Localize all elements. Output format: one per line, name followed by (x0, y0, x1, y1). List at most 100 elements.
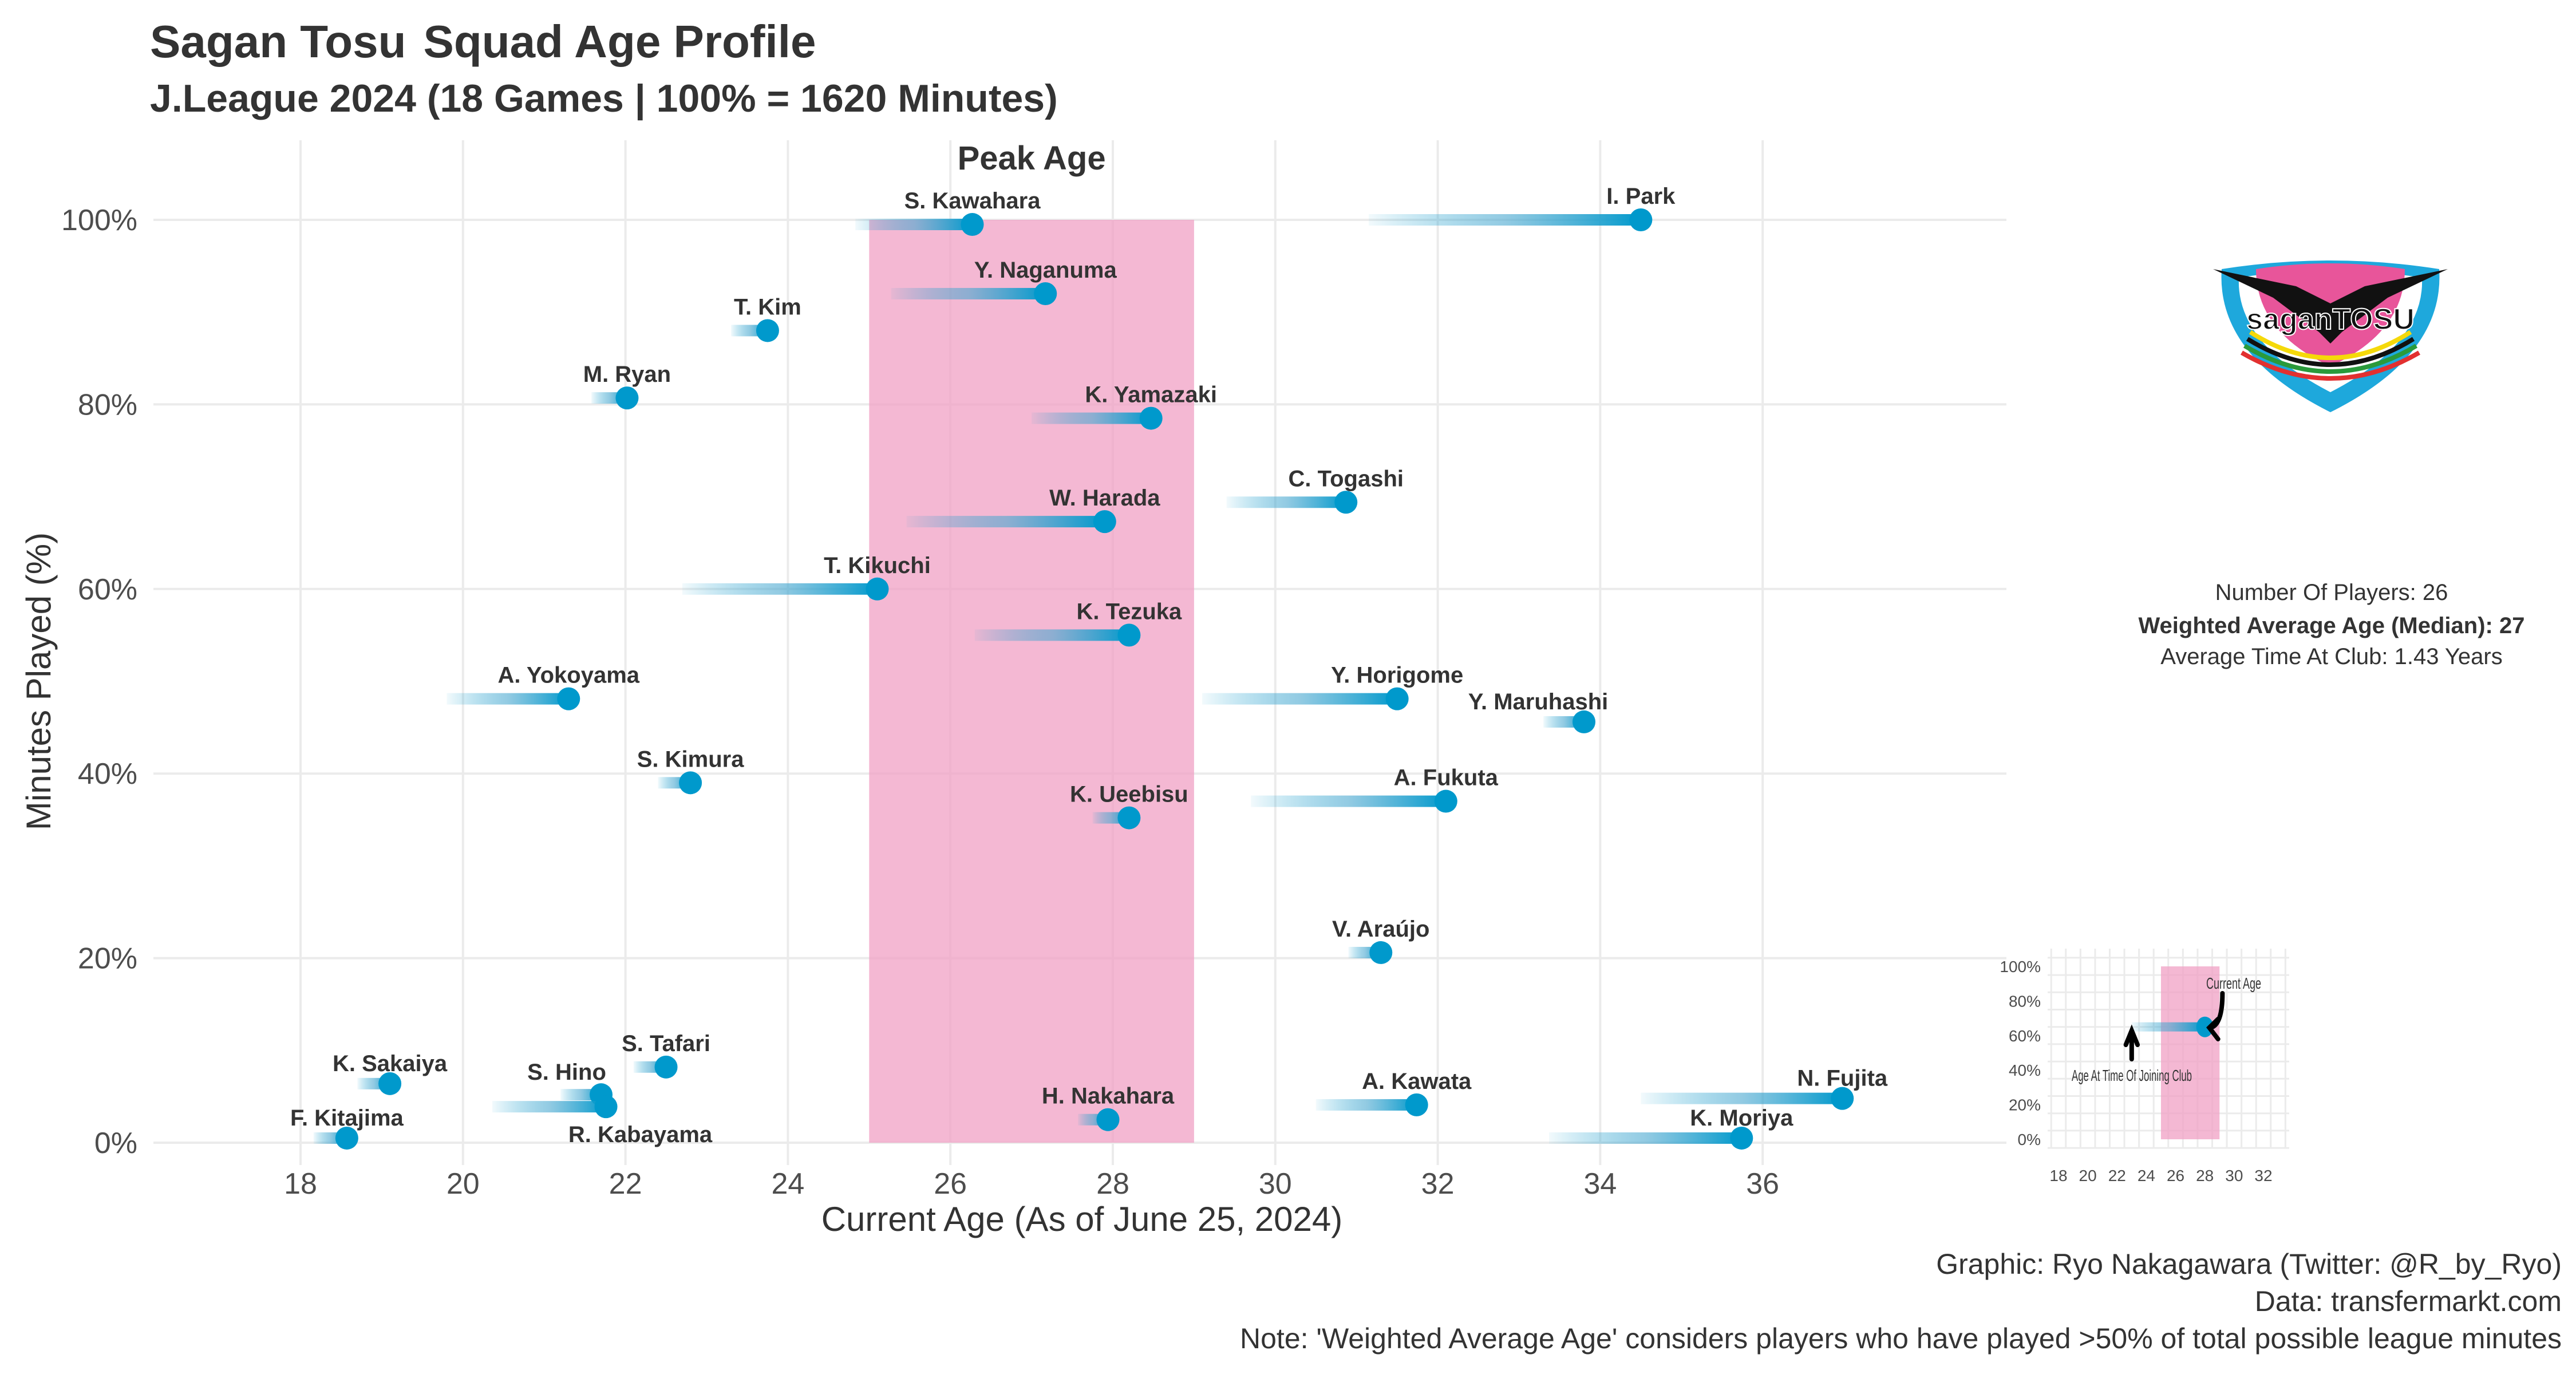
player-dot (1573, 710, 1596, 733)
player-mark: N. Fujita (1641, 1066, 1888, 1110)
joining-age-arrow-icon (2123, 1024, 2140, 1061)
player-label: Y. Horigome (1331, 663, 1463, 688)
player-label: K. Moriya (1690, 1105, 1793, 1131)
tenure-bar (1202, 693, 1397, 705)
player-label: W. Harada (1049, 485, 1160, 511)
current-age-arrowhead-icon (2206, 1017, 2221, 1041)
player-dot (1369, 941, 1393, 964)
title-text: Squad Age Profile (423, 16, 816, 67)
player-mark: A. Kawata (1315, 1069, 1472, 1116)
inset-x-tick: 24 (2138, 1167, 2155, 1185)
player-label: A. Fukuta (1394, 765, 1499, 791)
player-label: S. Hino (527, 1060, 606, 1085)
x-tick-label: 22 (609, 1167, 642, 1201)
player-mark: S. Kimura (637, 747, 744, 795)
player-mark: C. Togashi (1226, 466, 1404, 514)
player-label: S. Kimura (637, 747, 744, 772)
stat-number-of-players: Number Of Players: 26 (2215, 580, 2448, 605)
player-mark: K. Ueebisu (1070, 782, 1188, 830)
player-dot (335, 1126, 358, 1150)
player-label: C. Togashi (1289, 466, 1404, 491)
player-dot (679, 771, 702, 795)
player-dot (756, 319, 779, 342)
player-label: V. Araújo (1332, 917, 1429, 942)
x-tick-label: 32 (1421, 1167, 1455, 1201)
inset-joining-age-label: Age At Time Of Joining Club (2072, 1067, 2192, 1084)
x-tick-label: 28 (1096, 1167, 1129, 1201)
player-mark: W. Harada (906, 485, 1160, 534)
y-axis-title: Minutes Played (%) (19, 532, 58, 830)
tenure-bar (682, 583, 878, 595)
inset-x-tick: 32 (2254, 1167, 2272, 1185)
tenure-bar (1641, 1092, 1843, 1104)
player-mark: S. Tafari (622, 1031, 710, 1079)
inset-y-tick: 80% (2009, 992, 2041, 1010)
player-mark: T. Kikuchi (682, 553, 931, 601)
player-marks: I. Park S. Kawahara Y. Naganuma T. Kim M. Ry… (290, 184, 1888, 1150)
player-mark: H. Nakahara (1042, 1084, 1175, 1131)
tenure-bar (1315, 1099, 1417, 1111)
player-dot (557, 687, 580, 710)
player-dot (1093, 510, 1116, 534)
player-mark: R. Kabayama (492, 1095, 713, 1147)
player-dot (1385, 687, 1409, 710)
tenure-bar (1226, 496, 1346, 508)
player-label: M. Ryan (583, 362, 671, 387)
squad-stats: Number Of Players: 26 Weighted Average A… (2139, 580, 2525, 669)
player-label: K. Ueebisu (1070, 782, 1188, 807)
player-dot (1831, 1087, 1854, 1110)
player-dot (1117, 806, 1141, 830)
chart-title: Sagan Tosu Squad Age Profile (150, 16, 816, 67)
player-label: H. Nakahara (1042, 1084, 1175, 1109)
player-dot (594, 1095, 618, 1119)
inset-y-tick: 20% (2009, 1096, 2041, 1114)
team-name: Sagan Tosu (150, 16, 406, 67)
tenure-bar (492, 1101, 606, 1113)
stat-weighted-average-age: Weighted Average Age (Median): 27 (2139, 613, 2525, 638)
logo-wordmark: saganTOSU (2246, 303, 2415, 336)
inset-x-tick: 30 (2225, 1167, 2243, 1185)
axis-ticks: 0% 20% 40% 60% 80% 100% 18 20 22 24 26 28 30 32 34 36 (61, 204, 1779, 1201)
player-dot (1034, 282, 1057, 305)
inset-y-tick: 100% (2000, 958, 2041, 976)
player-mark: I. Park (1368, 184, 1676, 231)
inset-peak-band (2160, 966, 2220, 1139)
player-mark: K. Moriya (1549, 1105, 1793, 1150)
player-label: I. Park (1606, 184, 1676, 209)
tenure-bar (1368, 214, 1641, 226)
player-mark: M. Ryan (583, 362, 671, 410)
inset-x-tick: 28 (2196, 1167, 2214, 1185)
player-label: R. Kabayama (568, 1122, 713, 1147)
tenure-bar (1032, 412, 1151, 424)
inset-x-tick: 18 (2049, 1167, 2067, 1185)
player-label: K. Tezuka (1077, 599, 1183, 624)
tenure-bar (1549, 1132, 1742, 1144)
x-tick-label: 20 (447, 1167, 480, 1201)
club-logo: saganTOSU (2213, 260, 2448, 412)
inset-dot (2196, 1016, 2214, 1037)
chart-subtitle: J.League 2024 (18 Games | 100% = 1620 Mi… (150, 77, 1058, 121)
player-dot (961, 213, 984, 236)
y-tick-label: 20% (78, 942, 137, 976)
player-label: T. Kikuchi (824, 553, 931, 578)
player-mark: Y. Horigome (1202, 663, 1463, 710)
player-mark: S. Kawahara (855, 188, 1041, 236)
y-tick-label: 80% (78, 388, 137, 421)
player-mark: Y. Naganuma (891, 258, 1117, 305)
player-mark: K. Sakaiya (333, 1051, 448, 1095)
player-label: S. Tafari (622, 1031, 710, 1056)
player-label: Y. Naganuma (974, 258, 1117, 283)
player-label: A. Yokoyama (498, 663, 640, 688)
x-tick-label: 36 (1746, 1167, 1779, 1201)
peak-age-label: Peak Age (958, 140, 1106, 177)
player-mark: A. Yokoyama (447, 663, 640, 710)
player-label: N. Fujita (1797, 1066, 1888, 1091)
tenure-bar (855, 219, 973, 231)
player-dot (1434, 789, 1457, 813)
tenure-bar (447, 693, 569, 705)
inset-y-tick: 0% (2018, 1131, 2041, 1148)
player-mark: A. Fukuta (1251, 765, 1499, 813)
player-dot (378, 1072, 402, 1095)
x-tick-label: 34 (1583, 1167, 1617, 1201)
